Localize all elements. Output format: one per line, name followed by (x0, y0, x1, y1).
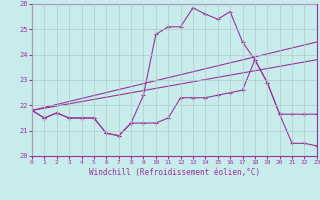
X-axis label: Windchill (Refroidissement éolien,°C): Windchill (Refroidissement éolien,°C) (89, 168, 260, 177)
